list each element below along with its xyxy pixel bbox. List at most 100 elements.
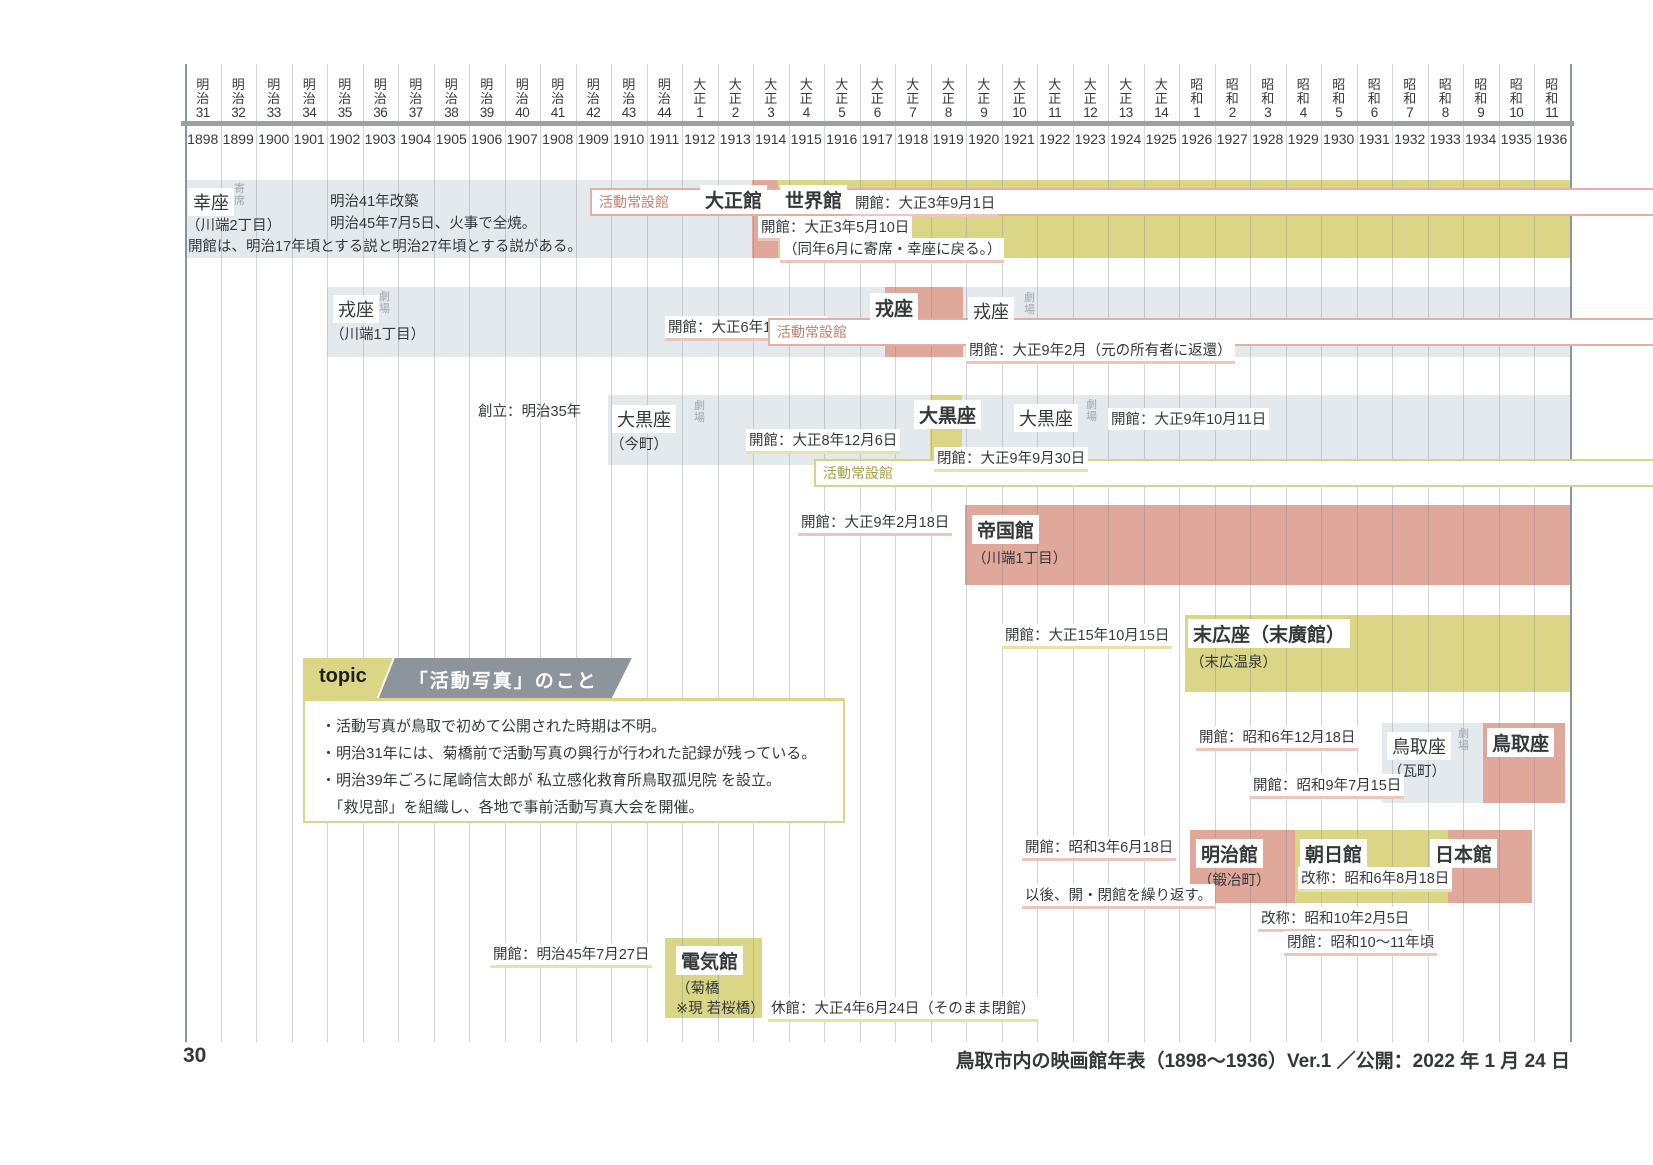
gridline (291, 64, 293, 1042)
topic-label: topic (303, 658, 393, 698)
venue-location: （末広温泉） (1190, 655, 1277, 671)
era-label: 明治 42 (586, 77, 601, 120)
era-label: 大正 11 (1048, 77, 1062, 120)
gridline (611, 64, 612, 1042)
era-label: 明治 36 (373, 77, 388, 120)
era-label: 明治 38 (444, 77, 459, 120)
gridline (1392, 64, 1393, 1042)
venue-location: （鍛冶町） (1198, 873, 1271, 889)
gridline (185, 64, 187, 1042)
topic-bullet: ・活動写真が鳥取で初めて公開された時期は不明。 (321, 718, 667, 735)
event-date: 開館：大正15年10月15日 (1002, 624, 1173, 649)
year-label: 1931 (1358, 131, 1390, 147)
year-label: 1926 (1181, 131, 1213, 147)
year-label: 1912 (684, 131, 716, 147)
year-label: 1906 (471, 131, 503, 147)
annotation-note: ※現 若桜橋） (676, 1001, 765, 1017)
gridline (433, 64, 435, 1042)
venue-name: 帝国館 (972, 515, 1040, 544)
venue-name: 世界館 (780, 185, 848, 214)
venue-location: （今町） (610, 437, 668, 453)
venue-name: 戎座 (870, 293, 919, 322)
era-label: 大正 12 (1083, 77, 1098, 120)
event-date: 開館：大正3年5月10日 (758, 216, 913, 241)
era-label: 明治 43 (621, 77, 637, 120)
footer-title: 鳥取市内の映画館年表（1898～1936）Ver.1 ／公開：2022 年 1 … (955, 1051, 1570, 1072)
year-label: 1913 (719, 131, 751, 147)
annotation-note: （菊橋 (676, 981, 720, 997)
gridline (362, 64, 364, 1042)
venue-name: 朝日館 (1300, 839, 1368, 868)
annotation-note: 明治45年7月5日、火事で全焼。 (330, 216, 537, 232)
year-label: 1935 (1500, 131, 1532, 147)
event-date: 休館：大正4年6月24日（そのまま閉館） (768, 997, 1039, 1022)
year-label: 1899 (222, 131, 254, 147)
gridline (1463, 64, 1464, 1042)
venue-type-label: 寄席 (234, 183, 245, 207)
event-date: 開館：大正9年2月18日 (798, 511, 953, 536)
era-label: 明治 31 (195, 77, 211, 120)
annotation-note: 明治41年改築 (330, 194, 419, 210)
venue-name: 末広座（末廣館） (1188, 619, 1351, 648)
year-label: 1927 (1216, 131, 1248, 147)
venue-name: 戎座 (333, 295, 379, 323)
gridline (1498, 64, 1500, 1042)
year-label: 1918 (897, 131, 929, 147)
gridline (327, 64, 328, 1042)
year-label: 1909 (577, 131, 609, 147)
era-label: 明治 41 (550, 77, 566, 120)
gridline (1001, 64, 1003, 1042)
topic-bullet: 「救児部」を組織し、各地で事前活動写真大会を開催。 (321, 799, 704, 816)
era-label: 明治 39 (479, 77, 495, 120)
gridline (1108, 64, 1109, 1042)
topic-box: topic 「活動写真」のこと ・活動写真が鳥取で初めて公開された時期は不明。・… (303, 658, 845, 823)
year-label: 1923 (1074, 131, 1106, 147)
era-label: 明治 34 (302, 77, 317, 120)
event-date: 閉館：大正9年2月（元の所有者に返還） (966, 339, 1235, 364)
axis-divider (181, 121, 1574, 126)
year-label: 1917 (861, 131, 893, 147)
event-date: （同年6月に寄席・幸座に戻る。） (780, 238, 1005, 263)
year-label: 1908 (542, 131, 574, 147)
event-date: 開館：昭和9年7月15日 (1250, 774, 1405, 799)
gridline (1427, 64, 1429, 1042)
year-label: 1922 (1039, 131, 1071, 147)
page-number: 30 (183, 1044, 207, 1067)
year-label: 1905 (435, 131, 467, 147)
gridline (895, 64, 896, 1042)
venue-name: 鳥取座 (1387, 732, 1451, 760)
era-label: 大正 14 (1154, 77, 1169, 120)
gridline (788, 64, 790, 1042)
year-label: 1900 (258, 131, 290, 147)
venue-location: （川端2丁目） (186, 218, 282, 234)
year-label: 1928 (1252, 131, 1284, 147)
venue-name: 明治館 (1196, 839, 1264, 868)
topic-header: topic 「活動写真」のこと (303, 658, 845, 698)
year-label: 1919 (932, 131, 964, 147)
year-label: 1915 (790, 131, 822, 147)
era-label: 明治 44 (657, 77, 672, 120)
venue-location: （川端1丁目） (330, 327, 426, 343)
year-label: 1903 (364, 131, 396, 147)
gridline (220, 64, 222, 1042)
gridline (1569, 64, 1572, 1042)
event-date: 開館：大正8年12月6日 (746, 429, 901, 454)
event-date: 閉館：大正9年9月30日 (934, 447, 1089, 472)
venue-type-label: 劇場 (379, 291, 390, 315)
gridline (1534, 64, 1535, 1042)
venue-name: 大正館 (700, 185, 768, 214)
